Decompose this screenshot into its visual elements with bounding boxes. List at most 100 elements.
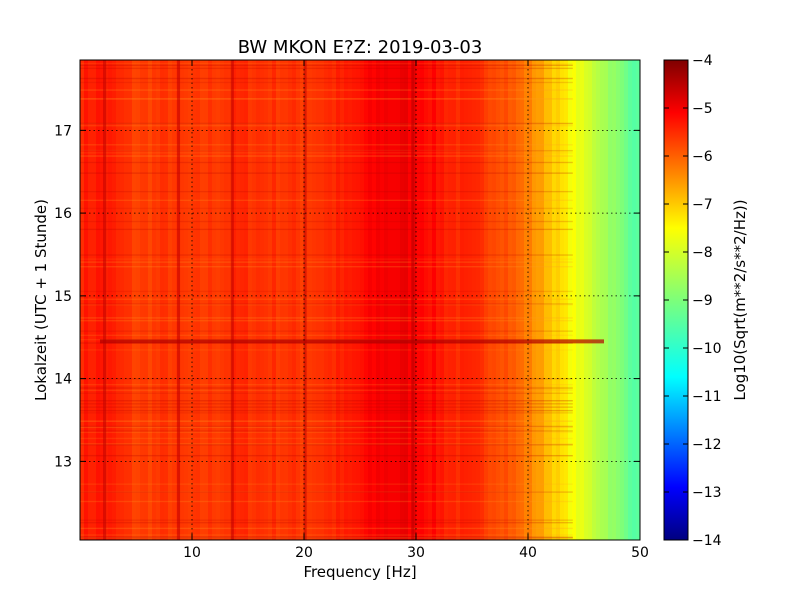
heatmap-texture <box>80 62 573 539</box>
heatmap-cell <box>236 60 241 540</box>
heatmap-streak <box>80 527 573 530</box>
heatmap-cell <box>360 60 365 540</box>
heatmap-cell <box>624 60 629 540</box>
colorbar-tick-label: −14 <box>692 533 722 549</box>
heatmap-cell <box>620 60 625 540</box>
heatmap-streak <box>80 537 573 539</box>
heatmap-cell <box>240 60 245 540</box>
heatmap-cell <box>160 60 165 540</box>
heatmap-streak <box>80 426 573 429</box>
heatmap-cell <box>420 60 425 540</box>
heatmap-cell <box>136 60 141 540</box>
heatmap-cell <box>632 60 637 540</box>
heatmap-cell <box>380 60 385 540</box>
heatmap-cell <box>492 60 497 540</box>
heatmap-cell <box>476 60 481 540</box>
heatmap-cell <box>344 60 349 540</box>
colorbar-tick-label: −4 <box>692 53 713 69</box>
heatmap-cell <box>336 60 341 540</box>
heatmap-streak <box>80 454 573 457</box>
heatmap-cell <box>464 60 469 540</box>
heatmap-cell <box>144 60 149 540</box>
plot-frame <box>79 59 641 541</box>
heatmap-streak <box>80 519 573 521</box>
heatmap-cell <box>132 60 137 540</box>
heatmap-cell <box>256 60 261 540</box>
heatmap-streak <box>80 152 573 154</box>
heatmap-cell <box>108 60 113 540</box>
heatmap-cell <box>80 60 85 540</box>
heatmap-streak <box>80 430 573 432</box>
heatmap-cell <box>376 60 381 540</box>
colorbar-tick-label: −6 <box>692 149 713 165</box>
heatmap-cell <box>216 60 221 540</box>
heatmap-streak <box>80 290 573 293</box>
heatmap-streak <box>80 199 573 202</box>
heatmap-vertical-lines <box>103 60 415 540</box>
heatmap-cell <box>452 60 457 540</box>
heatmap-streak <box>80 491 573 493</box>
heatmap-cell <box>300 60 305 540</box>
colorbar-tick-label: −5 <box>692 101 713 117</box>
heatmap-cell <box>156 60 161 540</box>
y-tick-label: 16 <box>54 206 72 222</box>
x-tick-label: 20 <box>295 545 313 561</box>
heatmap-cell <box>348 60 353 540</box>
heatmap-cell <box>524 60 529 540</box>
heatmap-cell <box>224 60 229 540</box>
heatmap-streak <box>80 383 573 386</box>
heatmap-streak <box>80 161 573 164</box>
heatmap-cell <box>600 60 605 540</box>
heatmap-cell <box>168 60 173 540</box>
heatmap-vertical-line <box>303 60 307 540</box>
heatmap-streak <box>80 431 573 434</box>
grid-lines <box>80 60 640 540</box>
heatmap-streak <box>80 425 573 428</box>
heatmap-cell <box>556 60 561 540</box>
heatmap-streak <box>80 392 573 394</box>
colorbar-tick-label: −8 <box>692 245 713 261</box>
heatmap-cell <box>328 60 333 540</box>
chart-title: BW MKON E?Z: 2019-03-03 <box>238 37 483 58</box>
heatmap-cell <box>88 60 93 540</box>
heatmap-streak <box>80 437 573 440</box>
heatmap-cell <box>468 60 473 540</box>
heatmap-cell <box>192 60 197 540</box>
heatmap-cell <box>96 60 101 540</box>
heatmap-cell <box>604 60 609 540</box>
heatmap-cell <box>188 60 193 540</box>
heatmap-horizontal-band <box>100 339 604 344</box>
colorbar-tick-label: −11 <box>692 389 722 405</box>
heatmap-streak <box>80 330 573 332</box>
heatmap-cell <box>448 60 453 540</box>
heatmap-columns <box>80 60 640 540</box>
heatmap-streak <box>80 149 573 152</box>
heatmap-cell <box>472 60 477 540</box>
heatmap-cell <box>568 60 573 540</box>
heatmap-cell <box>184 60 189 540</box>
heatmap-cell <box>320 60 325 540</box>
heatmap-cell <box>332 60 337 540</box>
heatmap-streak <box>80 172 573 174</box>
heatmap-cell <box>268 60 273 540</box>
heatmap-cell <box>408 60 413 540</box>
heatmap-cell <box>288 60 293 540</box>
heatmap-cell <box>548 60 553 540</box>
heatmap-cell <box>456 60 461 540</box>
heatmap-streak <box>80 537 573 539</box>
x-tick-label: 50 <box>631 545 649 561</box>
heatmap-cell <box>596 60 601 540</box>
colorbar-tick-label: −13 <box>692 485 722 501</box>
heatmap-cell <box>252 60 257 540</box>
heatmap-cell <box>208 60 213 540</box>
heatmap-cell <box>212 60 217 540</box>
heatmap-vertical-line <box>411 60 415 540</box>
heatmap-cell <box>308 60 313 540</box>
heatmap-cell <box>228 60 233 540</box>
heatmap-cell <box>180 60 185 540</box>
heatmap-streak <box>80 150 573 152</box>
heatmap-cell <box>484 60 489 540</box>
heatmap-cell <box>172 60 177 540</box>
colorbar-tick-label: −10 <box>692 341 722 357</box>
heatmap-cell <box>244 60 249 540</box>
